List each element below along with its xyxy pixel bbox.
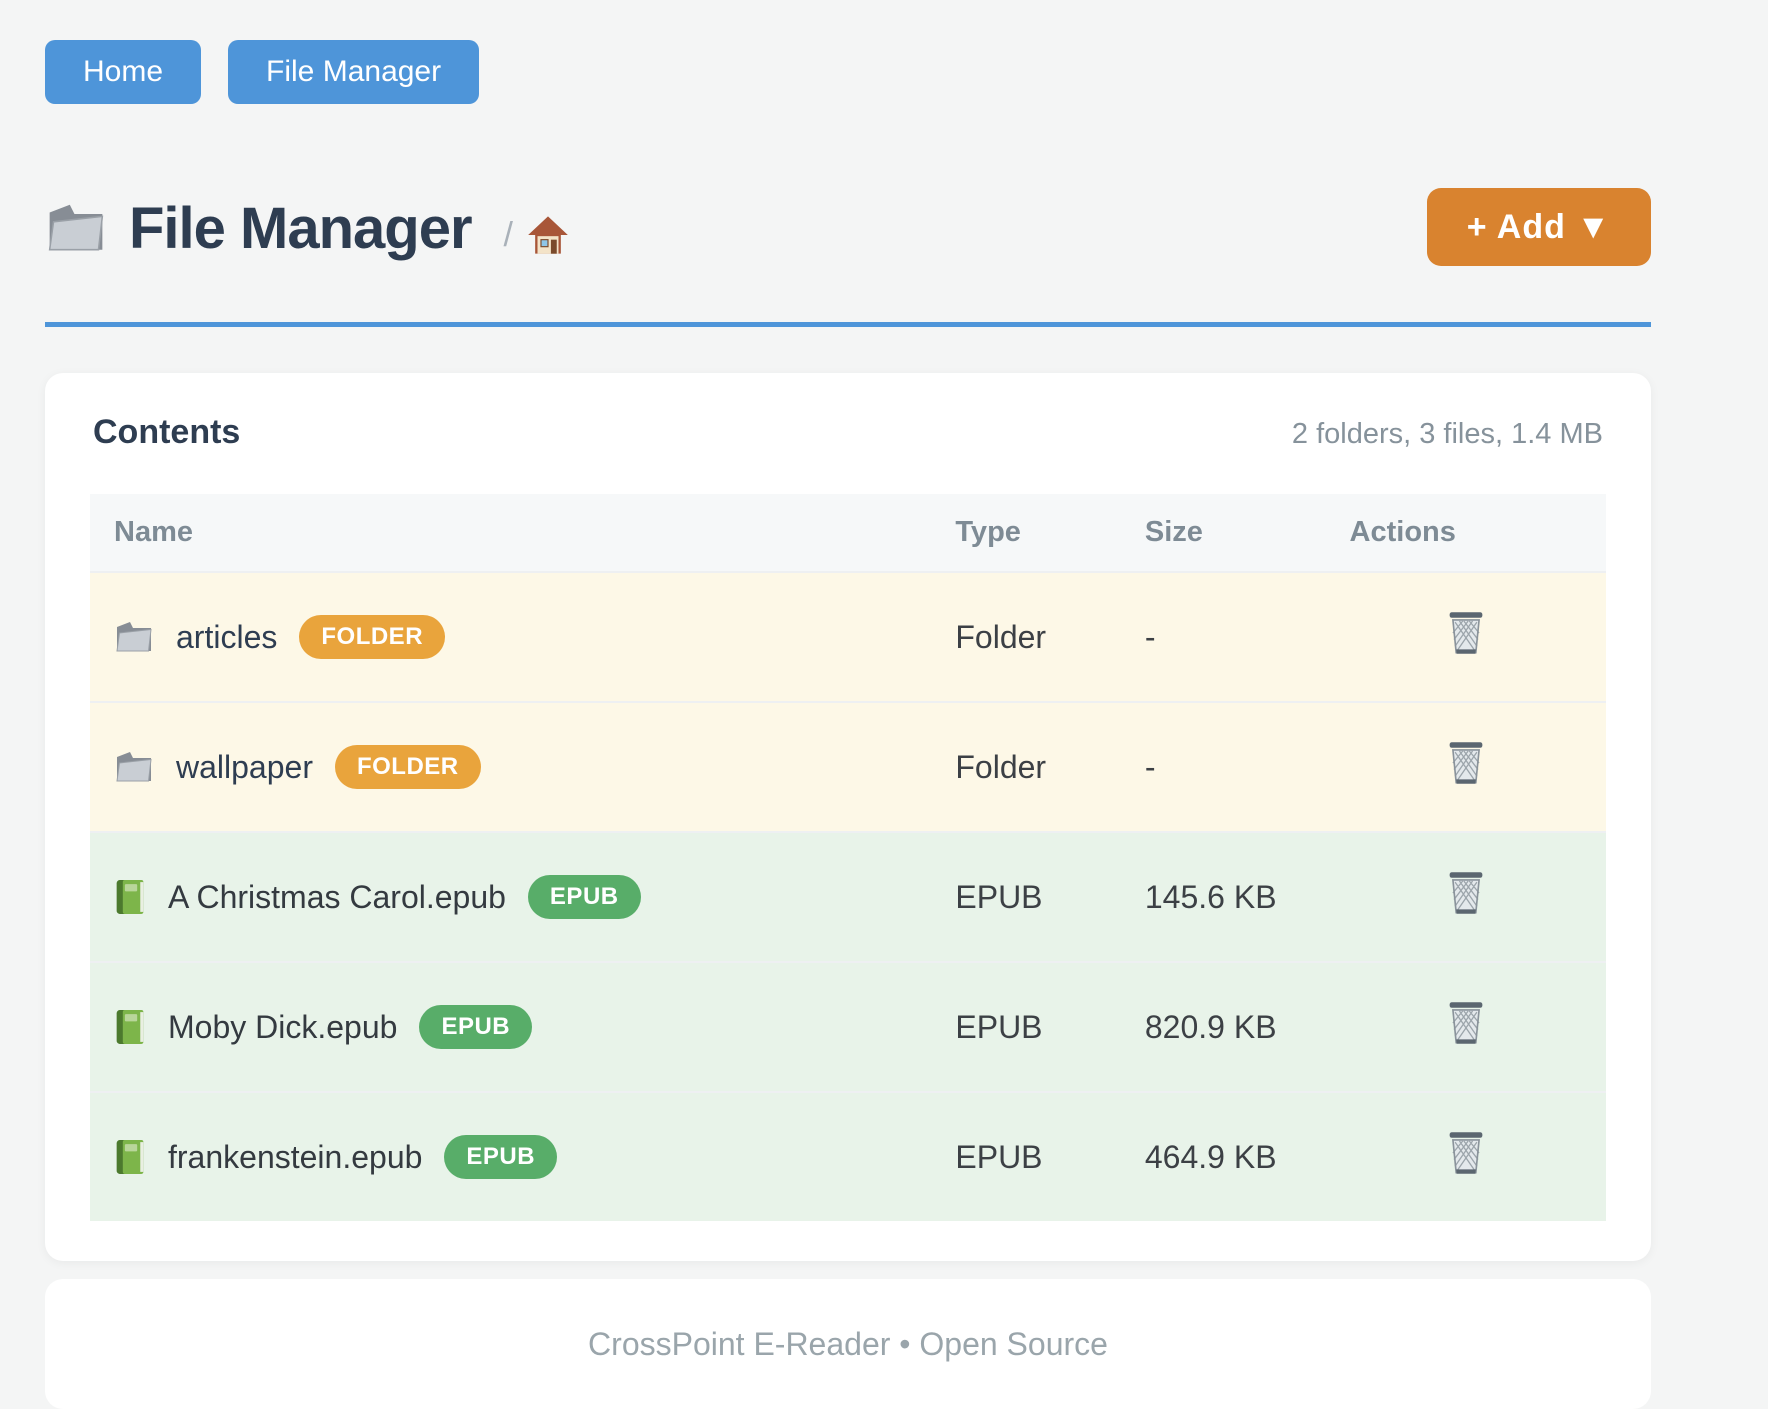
type-cell: Folder [931, 572, 1121, 702]
file-name-link[interactable]: Moby Dick.epub [168, 1008, 398, 1045]
size-cell: - [1120, 701, 1326, 832]
type-cell: EPUB [931, 831, 1121, 962]
green-book-icon [116, 1140, 144, 1174]
contents-header: Contents 2 folders, 3 files, 1.4 MB [90, 413, 1606, 452]
trash-icon [1448, 1131, 1483, 1175]
folder-icon [116, 751, 152, 782]
delete-button[interactable] [1444, 869, 1488, 917]
contents-summary: 2 folders, 3 files, 1.4 MB [1291, 418, 1603, 450]
column-header-size: Size [1120, 494, 1326, 573]
contents-title: Contents [93, 413, 241, 451]
column-header-actions: Actions [1325, 494, 1606, 573]
breadcrumb: / [504, 215, 569, 255]
file-manager-button[interactable]: File Manager [228, 40, 480, 104]
type-cell: EPUB [931, 1091, 1121, 1221]
add-button[interactable]: + Add ▼ [1426, 188, 1651, 266]
green-book-icon [116, 880, 144, 914]
footer: CrossPoint E-Reader • Open Source [45, 1279, 1651, 1409]
size-cell: 145.6 KB [1120, 831, 1326, 962]
type-badge: EPUB [444, 1135, 558, 1179]
size-cell: - [1120, 572, 1326, 702]
file-table: Name Type Size Actions articles FOLDER F… [90, 494, 1606, 1221]
file-name-link[interactable]: frankenstein.epub [168, 1138, 423, 1175]
column-header-name: Name [90, 494, 932, 573]
folder-icon [116, 621, 152, 652]
home-button[interactable]: Home [45, 40, 202, 104]
page-title: File Manager [129, 195, 473, 261]
table-row: wallpaper FOLDER Folder - [90, 701, 1606, 832]
trash-icon [1448, 741, 1483, 785]
table-row: articles FOLDER Folder - [90, 572, 1606, 702]
trash-icon [1448, 871, 1483, 915]
page-header: File Manager / + Add ▼ [45, 188, 1651, 268]
table-row: frankenstein.epub EPUB EPUB 464.9 KB [90, 1091, 1606, 1221]
type-cell: EPUB [931, 961, 1121, 1092]
table-row: A Christmas Carol.epub EPUB EPUB 145.6 K… [90, 831, 1606, 962]
breadcrumb-separator: / [503, 215, 513, 254]
file-name-link[interactable]: wallpaper [176, 748, 313, 785]
folder-icon [48, 203, 104, 251]
trash-icon [1448, 611, 1483, 655]
delete-button[interactable] [1444, 1129, 1488, 1177]
delete-button[interactable] [1444, 999, 1488, 1047]
green-book-icon [116, 1010, 144, 1044]
top-nav: Home File Manager [45, 0, 1651, 104]
page: Home File Manager File Manager / + Add ▼… [45, 0, 1651, 1409]
type-badge: FOLDER [334, 745, 481, 789]
title-divider [45, 322, 1651, 327]
type-cell: Folder [931, 701, 1121, 832]
contents-card: Contents 2 folders, 3 files, 1.4 MB Name… [45, 373, 1651, 1261]
column-header-type: Type [931, 494, 1121, 573]
table-header-row: Name Type Size Actions [90, 494, 1606, 573]
type-badge: FOLDER [299, 615, 446, 659]
type-badge: EPUB [419, 1005, 533, 1049]
footer-text: CrossPoint E-Reader • Open Source [588, 1325, 1108, 1362]
table-row: Moby Dick.epub EPUB EPUB 820.9 KB [90, 961, 1606, 1092]
size-cell: 464.9 KB [1120, 1091, 1326, 1221]
type-badge: EPUB [527, 875, 641, 919]
delete-button[interactable] [1444, 739, 1488, 787]
file-name-link[interactable]: articles [176, 618, 278, 655]
file-name-link[interactable]: A Christmas Carol.epub [168, 878, 506, 915]
size-cell: 820.9 KB [1120, 961, 1326, 1092]
house-icon[interactable] [527, 215, 569, 255]
delete-button[interactable] [1444, 609, 1488, 657]
trash-icon [1448, 1001, 1483, 1045]
